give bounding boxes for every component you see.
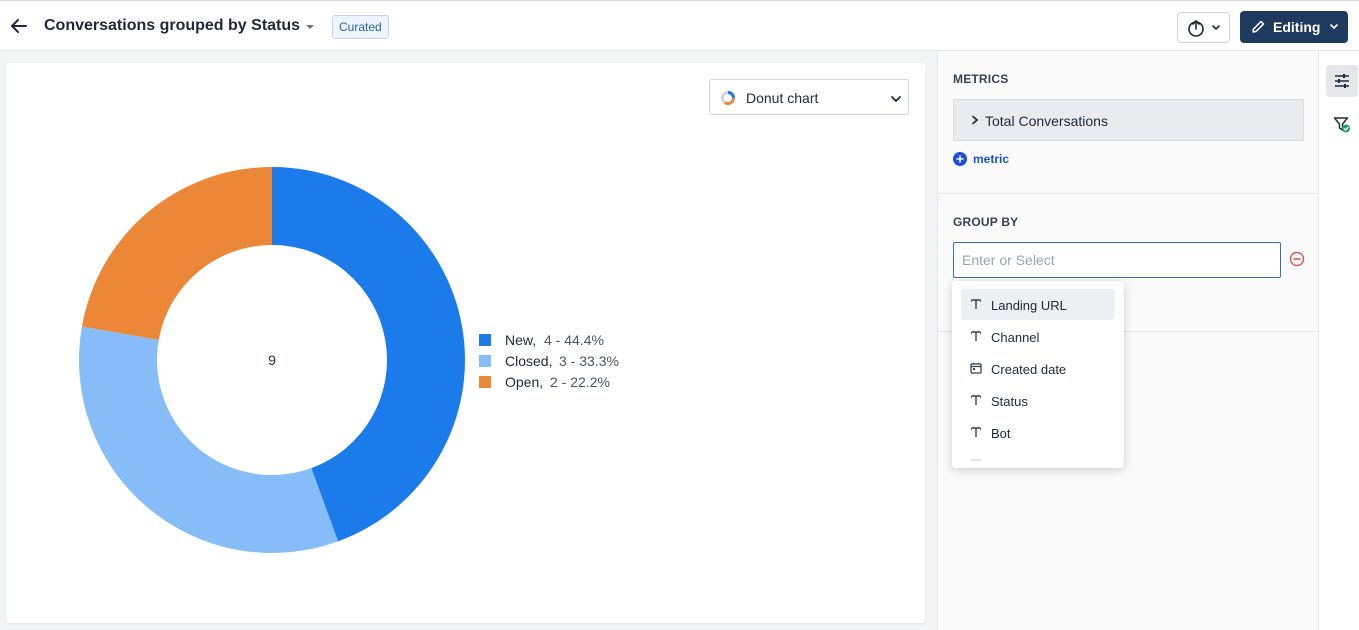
dropdown-item-channel[interactable]: Channel — [961, 321, 1115, 352]
divider — [938, 193, 1319, 194]
legend-value: 4 - 44.4% — [544, 332, 604, 348]
text-type-icon — [970, 331, 982, 341]
calendar-icon — [970, 362, 982, 374]
scroll-hint — [971, 459, 981, 461]
legend-swatch — [479, 355, 491, 367]
legend-swatch — [479, 334, 491, 346]
donut-chart-icon — [721, 91, 735, 105]
page-title: Conversations grouped by Status — [44, 17, 301, 34]
title-caret-down-icon[interactable] — [304, 21, 316, 33]
dropdown-item-status[interactable]: Status — [961, 385, 1115, 416]
text-type-icon — [970, 427, 982, 437]
chevron-down-icon — [1212, 25, 1220, 31]
dropdown-item-label: Created date — [991, 362, 1067, 377]
dropdown-item-label: Landing URL — [991, 298, 1067, 313]
donut-center-total: 9 — [268, 352, 276, 368]
legend-name: Closed, — [505, 353, 553, 369]
donut-slice-new[interactable] — [272, 167, 466, 542]
donut-chart: 9 — [78, 167, 466, 553]
metric-item[interactable]: Total Conversations — [953, 99, 1304, 141]
export-button[interactable] — [1177, 12, 1230, 43]
text-type-icon — [970, 395, 982, 405]
donut-slice-open[interactable] — [81, 167, 273, 341]
editing-label: Editing — [1273, 19, 1321, 35]
top-header: Conversations grouped by Status Curated … — [0, 0, 1359, 51]
sliders-icon — [1335, 74, 1349, 88]
pencil-icon — [1252, 20, 1265, 33]
back-arrow-icon[interactable] — [8, 15, 30, 37]
add-metric-label: metric — [973, 152, 1010, 166]
metric-label: Total Conversations — [985, 113, 1108, 129]
dropdown-item-bot[interactable]: Bot — [961, 417, 1115, 448]
dropdown-item-label: Status — [991, 394, 1028, 409]
right-rail — [1318, 51, 1359, 630]
plus-circle-icon — [953, 152, 967, 166]
settings-sliders-button[interactable] — [1326, 65, 1358, 97]
legend-name: Open, — [505, 374, 544, 390]
legend-value: 2 - 22.2% — [550, 374, 610, 390]
legend-swatch — [479, 376, 491, 388]
export-icon — [1188, 20, 1204, 37]
divider — [938, 331, 1319, 332]
curated-badge: Curated — [332, 15, 389, 39]
chart-type-selector[interactable]: Donut chart — [709, 79, 909, 115]
group-by-label: GROUP BY — [953, 215, 1019, 229]
chart-type-label: Donut chart — [746, 90, 819, 106]
editing-button[interactable]: Editing — [1240, 11, 1348, 43]
legend-name: New, — [505, 332, 537, 348]
dropdown-item-label: Channel — [991, 330, 1040, 345]
chevron-right-icon — [972, 115, 979, 125]
dropdown-item-created-date[interactable]: Created date — [961, 353, 1115, 384]
text-type-icon — [970, 299, 982, 309]
remove-circle-icon[interactable] — [1289, 251, 1305, 267]
group-by-dropdown: Landing URL Channel Created date Status … — [952, 281, 1124, 468]
dropdown-item-label: Bot — [991, 426, 1011, 441]
legend-value: 3 - 33.3% — [559, 353, 619, 369]
group-by-input[interactable] — [953, 242, 1281, 278]
metrics-label: METRICS — [953, 72, 1009, 86]
chart-card: 9 Donut chart New, 4 - 44.4% Closed, 3 - 33… — [6, 63, 925, 623]
chevron-down-icon — [891, 96, 901, 103]
filter-check-icon[interactable] — [1333, 116, 1351, 134]
donut-slice-closed[interactable] — [78, 326, 339, 553]
chevron-down-icon — [1330, 24, 1338, 30]
dropdown-item-landing-url[interactable]: Landing URL — [961, 289, 1115, 320]
